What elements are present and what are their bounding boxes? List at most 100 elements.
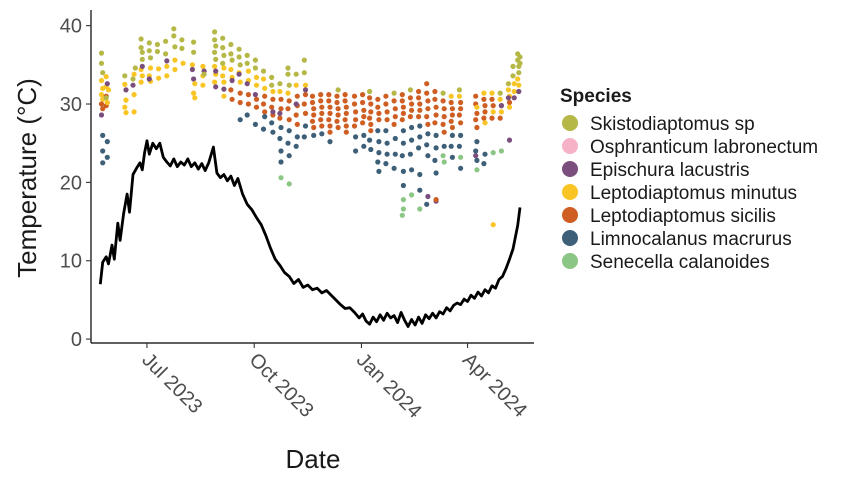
data-point xyxy=(481,161,487,167)
data-point xyxy=(252,121,258,127)
data-point xyxy=(441,143,447,149)
data-point xyxy=(123,97,129,103)
data-point xyxy=(122,104,128,110)
data-point xyxy=(511,95,517,101)
data-point xyxy=(449,154,455,160)
legend-swatch xyxy=(562,138,578,154)
data-point xyxy=(425,121,431,127)
data-point xyxy=(334,99,340,106)
data-point xyxy=(424,81,430,87)
data-point xyxy=(383,101,389,107)
data-point xyxy=(100,148,106,154)
data-point xyxy=(163,38,169,44)
data-point xyxy=(293,82,299,88)
data-point xyxy=(343,129,349,135)
data-point xyxy=(424,201,430,207)
data-point xyxy=(146,48,152,54)
data-point xyxy=(335,87,341,93)
data-point xyxy=(244,60,250,66)
data-point xyxy=(278,148,284,154)
data-point xyxy=(409,137,415,143)
data-point xyxy=(294,134,300,140)
data-point xyxy=(252,65,258,71)
data-point xyxy=(441,106,447,112)
data-point xyxy=(191,76,197,82)
legend-swatch xyxy=(562,230,578,246)
data-point xyxy=(425,153,431,159)
data-point xyxy=(122,81,128,87)
data-point xyxy=(319,110,325,116)
data-point xyxy=(100,106,106,112)
data-point xyxy=(285,71,291,77)
data-point xyxy=(481,115,487,121)
data-point xyxy=(286,128,292,134)
data-point xyxy=(327,104,333,110)
data-point xyxy=(192,81,198,87)
data-point xyxy=(156,75,162,81)
data-point xyxy=(221,52,227,59)
data-point xyxy=(392,135,398,142)
data-point xyxy=(270,88,276,95)
legend-swatch xyxy=(562,161,578,177)
data-point xyxy=(229,77,235,84)
data-point xyxy=(489,96,495,102)
data-point xyxy=(361,107,367,113)
data-point xyxy=(327,129,333,135)
data-point xyxy=(448,118,454,124)
data-point xyxy=(270,129,276,135)
y-tick-label: 0 xyxy=(71,329,82,351)
legend-label: Leptodiaptomus sicilis xyxy=(590,206,776,227)
data-point xyxy=(139,49,145,55)
data-point xyxy=(399,212,405,218)
data-point xyxy=(342,92,348,98)
data-point xyxy=(407,87,413,93)
data-point xyxy=(511,88,517,95)
data-point xyxy=(200,63,206,69)
data-point xyxy=(510,73,516,79)
data-point xyxy=(270,109,276,115)
data-point xyxy=(293,101,299,107)
data-point xyxy=(180,60,186,66)
data-point xyxy=(269,104,275,110)
data-point xyxy=(368,121,374,127)
data-point xyxy=(147,55,154,61)
data-point xyxy=(433,132,439,138)
data-point xyxy=(440,90,446,96)
data-point xyxy=(334,93,340,99)
data-point xyxy=(343,123,349,129)
data-point xyxy=(154,48,160,55)
data-point xyxy=(449,112,455,118)
y-tick-label: 10 xyxy=(60,251,82,273)
data-point xyxy=(458,99,464,106)
data-point xyxy=(237,62,243,68)
data-point xyxy=(417,123,423,129)
data-point xyxy=(104,99,110,106)
data-point xyxy=(353,109,359,115)
data-point xyxy=(229,57,235,63)
data-point xyxy=(171,33,177,39)
data-point xyxy=(200,82,206,88)
data-point xyxy=(400,197,406,203)
data-point xyxy=(302,87,309,93)
data-point xyxy=(244,112,250,118)
data-point xyxy=(277,110,283,116)
data-point xyxy=(98,50,105,56)
temperature-line xyxy=(98,139,522,328)
data-point xyxy=(440,153,446,159)
data-point xyxy=(510,63,516,69)
data-point xyxy=(309,118,316,124)
data-point xyxy=(98,60,105,66)
data-point xyxy=(498,148,504,154)
data-point xyxy=(498,109,504,115)
data-point xyxy=(277,115,283,121)
data-point xyxy=(391,98,397,104)
data-point xyxy=(294,93,300,99)
data-point xyxy=(497,96,503,102)
data-point xyxy=(147,65,154,71)
legend-swatch xyxy=(562,115,578,131)
data-point xyxy=(448,93,454,99)
data-point xyxy=(361,132,367,138)
data-point xyxy=(416,145,422,151)
data-point xyxy=(474,157,480,163)
